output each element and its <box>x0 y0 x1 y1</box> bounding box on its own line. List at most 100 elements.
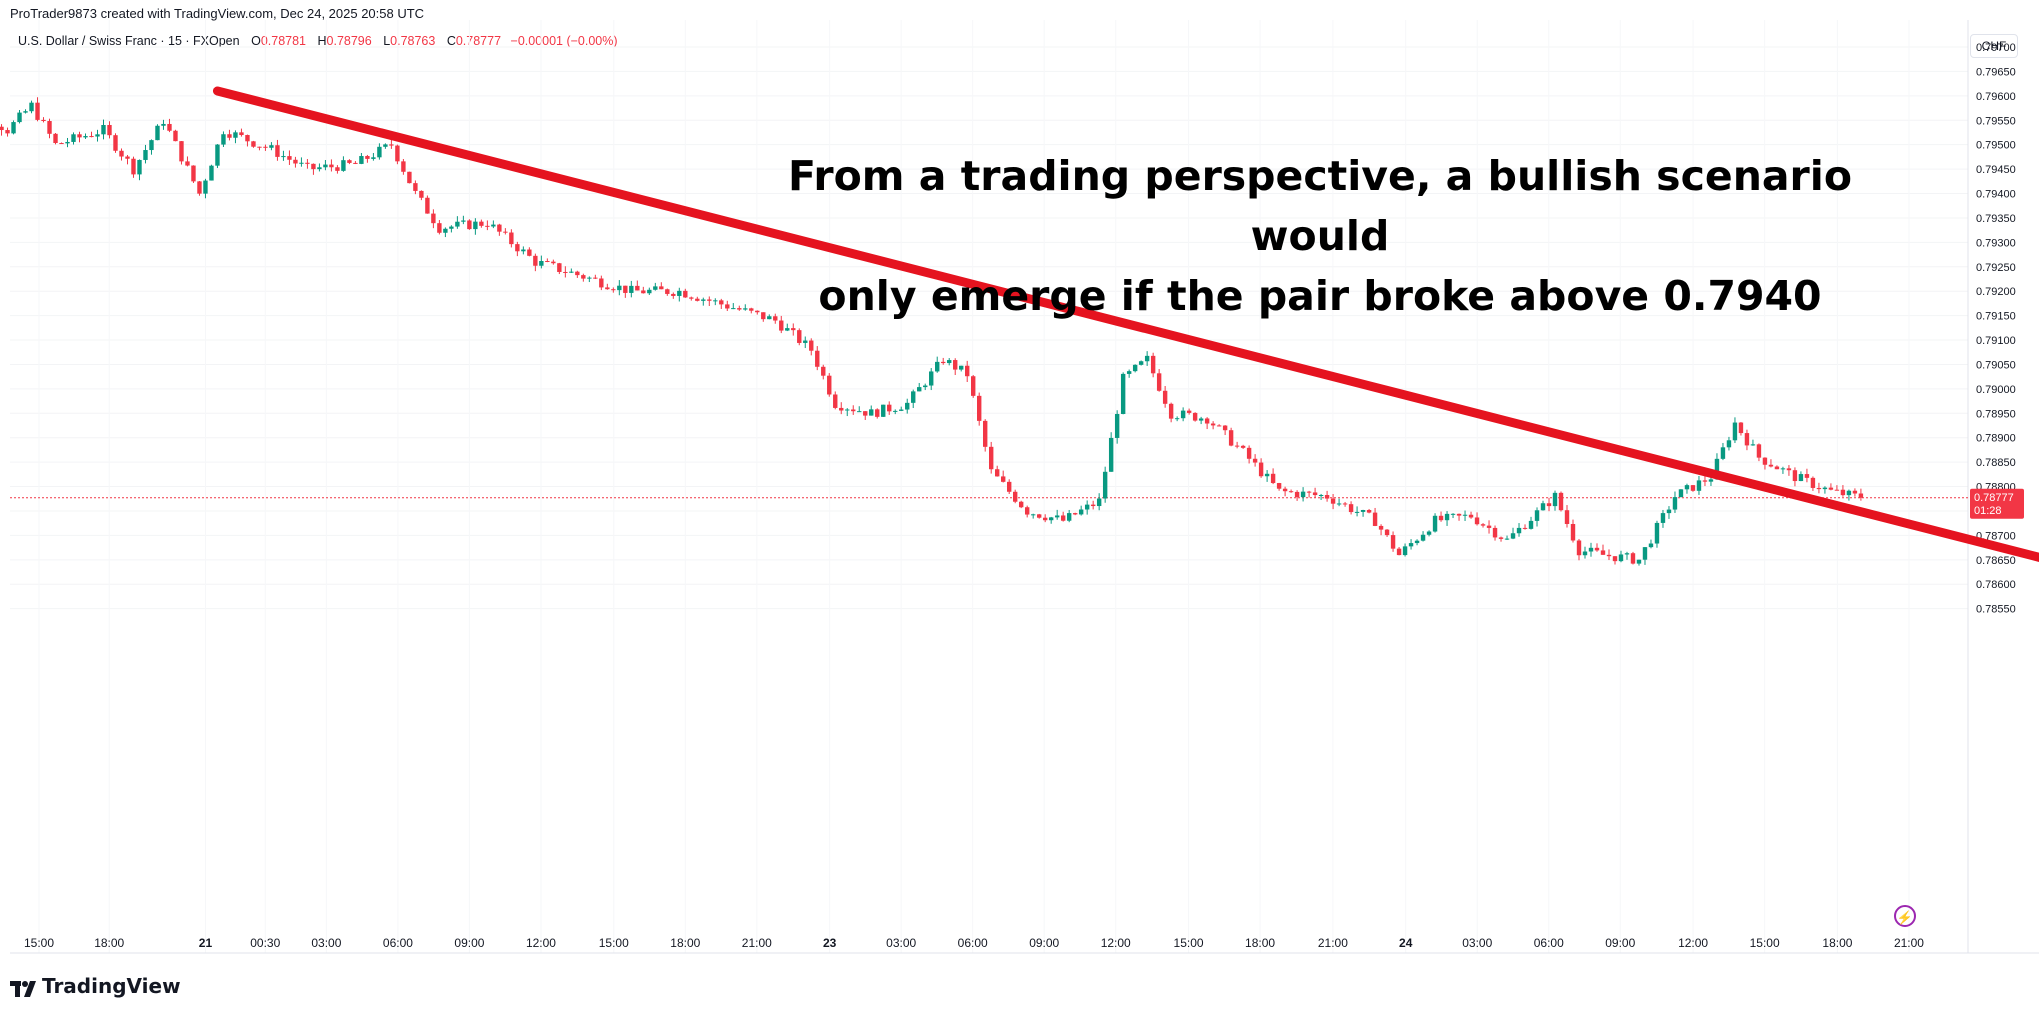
y-tick-label: 0.79400 <box>1976 189 2016 201</box>
candle-body <box>1810 477 1816 488</box>
candle-body <box>689 297 694 299</box>
current-price-tag: 0.78777 01:28 <box>1970 488 2024 519</box>
open-label: O <box>251 34 261 48</box>
candle-body <box>1408 543 1414 547</box>
trend-arrow <box>212 86 2039 562</box>
x-tick-label: 18:00 <box>1822 936 1852 950</box>
candle-body <box>353 162 358 164</box>
x-tick-label: 09:00 <box>454 936 484 950</box>
candle-body <box>251 141 256 147</box>
candle-body <box>1126 371 1132 374</box>
candle-body <box>1270 473 1276 484</box>
tradingview-logo[interactable]: TradingView <box>10 974 181 998</box>
candle-body <box>1306 491 1312 493</box>
candle-body <box>101 124 106 135</box>
candle-body <box>311 163 316 170</box>
candle-body <box>1780 468 1786 470</box>
candle-body <box>881 404 886 417</box>
x-tick-label: 18:00 <box>1245 936 1275 950</box>
candle-body <box>431 213 436 224</box>
candle-body <box>1672 497 1678 510</box>
candle-body <box>1480 524 1486 526</box>
candle-body <box>1282 488 1288 492</box>
candle-body <box>875 409 880 417</box>
candle-body <box>113 135 118 151</box>
candle-body <box>509 232 514 245</box>
candle-body <box>479 221 484 226</box>
candle-body <box>1624 553 1630 555</box>
candle-body <box>677 290 682 296</box>
candle-body <box>629 285 634 293</box>
candle-body <box>851 409 856 412</box>
candle-body <box>1570 523 1576 541</box>
candle-body <box>827 375 832 395</box>
candle-body <box>935 361 940 372</box>
candle-body <box>1720 447 1726 459</box>
candle-body <box>1132 364 1138 372</box>
candle-body <box>53 133 58 144</box>
candle-body <box>1204 418 1210 424</box>
candle-body <box>713 300 718 302</box>
candle-body <box>1444 513 1450 521</box>
chart-annotation: From a trading perspective, a bullish sc… <box>770 146 1870 326</box>
candle-body <box>377 146 382 158</box>
candle-body <box>1630 553 1636 564</box>
x-tick-label: 03:00 <box>1462 936 1492 950</box>
candle-body <box>809 340 814 351</box>
x-tick-label: 03:00 <box>311 936 341 950</box>
candle-body <box>887 404 892 412</box>
candle-body <box>1762 457 1768 465</box>
x-tick-label: 12:00 <box>526 936 556 950</box>
candle-body <box>1060 515 1066 521</box>
lightning-icon[interactable]: ⚡ <box>1894 905 1916 927</box>
y-tick-label: 0.79700 <box>1976 42 2016 54</box>
candle-body <box>1234 445 1240 447</box>
candle-body <box>833 394 838 408</box>
candle-body <box>503 231 508 233</box>
y-tick-label: 0.79250 <box>1976 262 2016 274</box>
candle-body <box>0 126 4 131</box>
currency-selector[interactable]: CHF <box>1970 34 2018 58</box>
candle-body <box>857 411 862 413</box>
candle-body <box>911 391 916 403</box>
candle-body <box>1558 492 1564 511</box>
candle-body <box>65 141 70 144</box>
candle-body <box>197 181 202 194</box>
candle-body <box>1594 547 1600 551</box>
candle-body <box>1798 474 1804 482</box>
y-tick-label: 0.78600 <box>1976 579 2016 591</box>
x-tick-label: 18:00 <box>94 936 124 950</box>
candle-body <box>359 156 364 164</box>
candle-body <box>1036 514 1042 518</box>
candle-body <box>1342 503 1348 505</box>
candle-body <box>137 159 142 175</box>
candle-body <box>737 308 742 310</box>
candle-body <box>779 320 784 331</box>
candle-body <box>83 136 88 138</box>
candle-body <box>1522 527 1528 529</box>
x-tick-label: 15:00 <box>24 936 54 950</box>
candle-body <box>1456 513 1462 516</box>
candle-body <box>1012 491 1018 502</box>
symbol-name[interactable]: U.S. Dollar / Swiss Franc · 15 · FXOpen <box>18 34 240 48</box>
candle-body <box>659 286 664 290</box>
candle-body <box>1228 430 1234 446</box>
candle-body <box>1588 547 1594 552</box>
candle-body <box>1366 510 1372 513</box>
candle-body <box>485 225 490 227</box>
candle-body <box>1816 487 1822 490</box>
candle-body <box>1198 418 1204 421</box>
candle-body <box>1006 481 1012 492</box>
price-tag-value: 0.78777 <box>1974 492 2014 504</box>
candle-body <box>389 144 394 146</box>
candlestick-series <box>0 97 1864 566</box>
candle-body <box>17 112 22 123</box>
candle-body <box>977 395 982 421</box>
candle-body <box>1546 503 1552 507</box>
candle-body <box>1348 504 1354 513</box>
candle-body <box>467 220 472 230</box>
y-tick-label: 0.79300 <box>1976 237 2016 249</box>
candle-body <box>994 469 1000 477</box>
candle-body <box>1564 510 1570 524</box>
